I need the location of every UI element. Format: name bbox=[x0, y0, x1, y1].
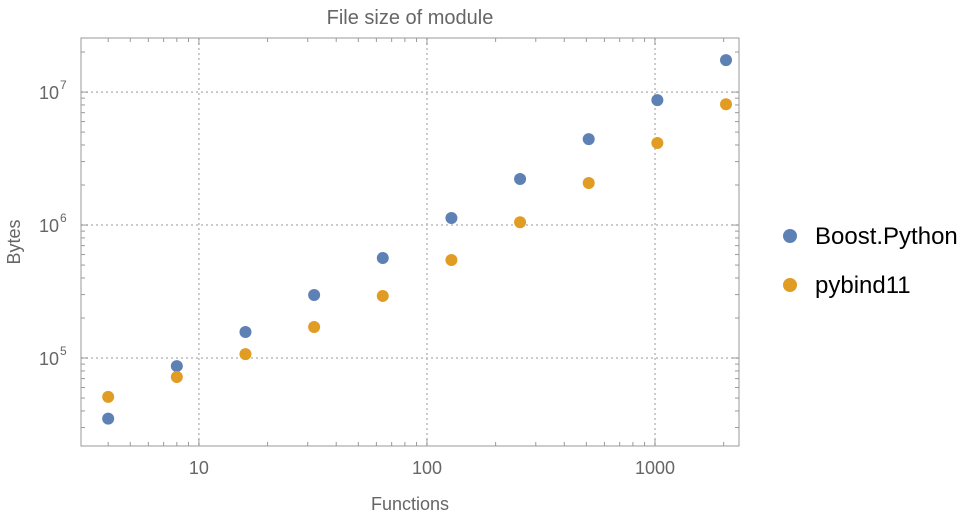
legend: Boost.Python pybind11 bbox=[783, 223, 958, 299]
legend-marker bbox=[783, 229, 797, 243]
x-axis-label: Functions bbox=[371, 494, 449, 513]
data-point-boost-python bbox=[170, 360, 183, 373]
data-point-boost-python bbox=[514, 172, 527, 185]
data-point-boost-python bbox=[239, 325, 252, 338]
legend-marker bbox=[783, 278, 797, 292]
y-tick-label: 10 bbox=[39, 349, 59, 369]
x-tick-label: 1000 bbox=[635, 458, 675, 478]
y-tick-exponent: 6 bbox=[60, 211, 67, 225]
data-point-boost-python bbox=[308, 288, 321, 301]
chart-title: File size of module bbox=[327, 7, 494, 29]
data-point-boost-python bbox=[102, 412, 115, 425]
data-point-pybind11 bbox=[308, 321, 321, 334]
data-point-boost-python bbox=[582, 133, 595, 146]
data-point-pybind11 bbox=[376, 289, 389, 302]
data-point-pybind11 bbox=[514, 216, 527, 229]
data-point-pybind11 bbox=[651, 136, 664, 149]
data-point-boost-python bbox=[445, 211, 458, 224]
data-point-pybind11 bbox=[239, 348, 252, 361]
data-point-boost-python bbox=[651, 94, 664, 107]
y-tick-exponent: 5 bbox=[60, 344, 67, 358]
data-point-pybind11 bbox=[170, 370, 183, 383]
gridlines bbox=[81, 38, 739, 446]
data-point-pybind11 bbox=[102, 390, 115, 403]
legend-label: Boost.Python bbox=[815, 223, 958, 250]
data-point-pybind11 bbox=[720, 98, 733, 111]
y-tick-label: 10 bbox=[39, 83, 59, 103]
data-point-pybind11 bbox=[445, 253, 458, 266]
data-point-pybind11 bbox=[582, 177, 595, 190]
data-point-boost-python bbox=[376, 252, 389, 265]
y-axis-label: Bytes bbox=[4, 219, 24, 264]
y-tick-label: 10 bbox=[39, 216, 59, 236]
x-tick-label: 10 bbox=[189, 458, 209, 478]
x-tick-label: 100 bbox=[412, 458, 442, 478]
y-tick-exponent: 7 bbox=[60, 78, 67, 92]
data-points bbox=[102, 54, 733, 425]
plot-frame bbox=[80, 37, 740, 447]
legend-label: pybind11 bbox=[815, 272, 911, 299]
data-point-boost-python bbox=[720, 54, 733, 67]
